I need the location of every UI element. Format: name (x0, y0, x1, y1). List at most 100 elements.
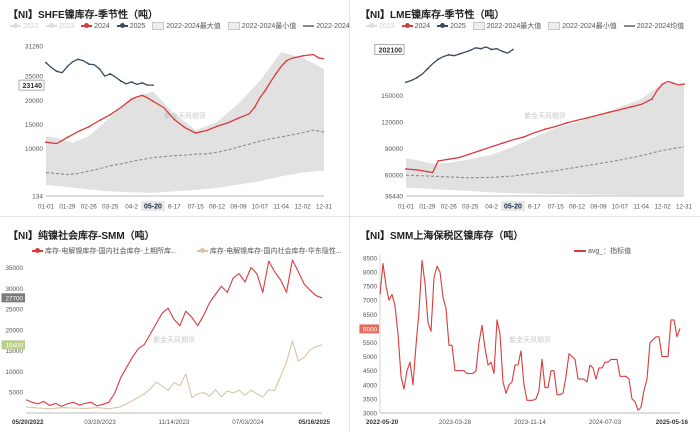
x-tick-label: 03-25 (102, 204, 119, 211)
x-tick-label: 10-07 (252, 204, 269, 211)
legend-item-2025[interactable]: 2025 (437, 23, 466, 30)
y-tick-label: 20000 (25, 98, 43, 105)
chart-legend: avg_：指标值 (574, 246, 631, 256)
point-2024 (264, 89, 267, 92)
current-value-tag-label: 16400 (5, 342, 23, 349)
legend-item-2023[interactable]: 2023 (366, 23, 395, 30)
x-tick-label: 07-15 (548, 204, 565, 211)
x-tick-label: 04-2 (125, 204, 138, 211)
x-tick-label: 12-31 (676, 204, 693, 211)
current-value-tag (359, 324, 379, 334)
legend-item-max[interactable]: 2022-2024最大值 (472, 21, 541, 31)
series-line-2024 (405, 80, 685, 174)
series-line-2025 (405, 46, 514, 83)
point-2024 (66, 136, 69, 139)
y-tick-label: 60000 (385, 173, 403, 180)
x-tick-label: 12-02 (655, 204, 672, 211)
point-2025 (479, 47, 482, 50)
point-2025 (490, 48, 493, 51)
point-2025 (152, 84, 154, 86)
series-line-库存-电解镍库存-国内社会库存-华东隐性库存 (25, 340, 323, 410)
watermark: 紫金天风期货 (153, 335, 195, 344)
y-tick-label: 30000 (5, 286, 23, 293)
watermark: 紫金天风期货 (524, 111, 566, 120)
current-value-tag-label: 23140 (23, 83, 43, 90)
current-value-tag (1, 293, 25, 303)
current-value-tag-label: 202100 (379, 47, 402, 54)
y-tick-label: 4500 (363, 368, 378, 375)
point-2024 (608, 111, 611, 114)
series-line-2024 (45, 53, 325, 145)
chart-title: 【NI】纯镍社会库存-SMM（吨） (8, 231, 155, 242)
series-line-2025 (45, 58, 153, 86)
avg-line-2022-2024 (45, 129, 325, 176)
y-tick-label: 20000 (5, 327, 23, 334)
y-tick-label: 31260 (25, 44, 43, 51)
x-tick-label: 12-31 (316, 204, 333, 211)
point-2024 (130, 98, 133, 101)
current-value-tag (374, 44, 405, 55)
y-tick-label: 3000 (363, 411, 378, 418)
y-tick-label: 150000 (381, 93, 403, 100)
point-2024 (45, 141, 47, 144)
point-2025 (130, 81, 133, 83)
chart-title: 【NI】SHFE镍库存-季节性（吨） (8, 10, 158, 21)
y-tick-label: 134 (32, 194, 43, 201)
watermark: 紫金天风期货 (164, 111, 206, 120)
legend-item-avg[interactable]: 2022-2024均值 (303, 21, 364, 31)
y-tick-label: 5000 (9, 390, 24, 397)
legend-item-2023[interactable]: 2023 (45, 23, 74, 30)
point-2025 (45, 61, 47, 64)
x-tick-label: 05/20/2022 (12, 419, 44, 426)
legend-item-min[interactable]: 2022-2024最小值 (227, 21, 296, 31)
y-tick-label: 6500 (363, 312, 378, 319)
x-tick-label: 01-01 (38, 204, 55, 211)
y-tick-label: 120000 (381, 120, 403, 127)
chart-title: 【NI】SMM上海保税区镍库存（吨） (360, 231, 524, 242)
y-tick-label: 4000 (363, 382, 378, 389)
legend-item-max[interactable]: 2022-2024最大值 (152, 21, 221, 31)
point-2025 (426, 68, 429, 70)
current-value-tag-label: 6000 (363, 327, 378, 334)
legend-item-avg[interactable]: 2022-2024均值 (623, 21, 684, 31)
x-tick-label: 2023-11-14 (514, 419, 546, 426)
point-2024 (661, 83, 664, 85)
x-tick-label: 2025-05-16 (656, 419, 689, 426)
legend-item-shfe-stock[interactable]: 库存-电解镍库存-国内社会库存-上期所库... (32, 246, 177, 256)
point-2024 (317, 57, 320, 59)
x-tick-label: 11-04 (633, 204, 649, 211)
point-2024 (275, 72, 277, 75)
x-tick-label: 03-25 (462, 204, 479, 211)
panel-lme: 【NI】LME镍库存-季节性（吨） 2023 2024 2025 2022-20… (350, 0, 700, 216)
point-2025 (87, 63, 90, 65)
max-min-range-band (46, 52, 324, 193)
shfe-seasonal-chart: 紫金天风期货 134 10000 15000 20000 25000 31260 23140 0… (18, 44, 333, 211)
y-tick-label: 25000 (5, 307, 23, 314)
legend-item-east-china-stock[interactable]: 库存-电解镍库存-国内社会库存-华东隐性... (196, 246, 342, 256)
legend-item-2025[interactable]: 2025 (116, 23, 145, 30)
point-2024 (194, 132, 197, 134)
panel-divider-horizontal (0, 216, 700, 217)
point-2024 (437, 160, 439, 162)
y-tick-label: 15000 (25, 122, 43, 129)
point-2024 (87, 125, 90, 128)
x-tick-label: 2022-05-20 (366, 419, 399, 426)
point-2024 (301, 55, 304, 57)
y-tick-label: 7000 (363, 298, 378, 305)
legend-item-2024[interactable]: 2024 (401, 23, 430, 30)
panel-smm-bonded: 【NI】SMM上海保税区镍库存（吨） avg_：指标值 紫金天风期货 3000 35… (350, 217, 700, 432)
y-tick-label: 25000 (25, 74, 43, 81)
point-2024 (426, 170, 429, 173)
max-min-range-band (406, 83, 684, 196)
legend-item-avg-value[interactable]: avg_：指标值 (574, 246, 631, 256)
y-tick-label: 5500 (363, 340, 378, 347)
point-2025 (109, 72, 112, 75)
smm-social-inventory-chart: 紫金天风期货 5000 10000 15000 20000 25000 30000 35000… (1, 259, 330, 426)
y-tick-label: 15000 (5, 348, 23, 355)
point-2024 (683, 83, 685, 85)
legend-item-min[interactable]: 2022-2024最小值 (548, 21, 617, 31)
legend-item-2024[interactable]: 2024 (81, 23, 110, 30)
x-tick-label: 05/16/2025 (298, 419, 330, 426)
panel-smm-social: 【NI】纯镍社会库存-SMM（吨） 库存-电解镍库存-国内社会库存-上期所库..… (0, 217, 349, 432)
legend-item-2022[interactable]: 2022 (10, 23, 39, 30)
